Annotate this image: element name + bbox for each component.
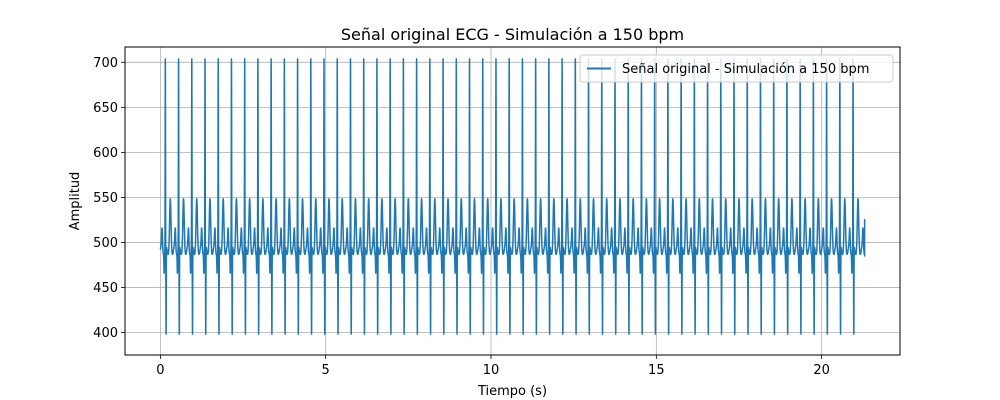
legend-label: Señal original - Simulación a 150 bpm: [622, 62, 869, 77]
y-tick-label: 400: [93, 326, 118, 341]
y-tick-label: 650: [93, 101, 118, 116]
y-axis-label: Amplitud: [68, 172, 83, 231]
plot-frame: [124, 46, 901, 356]
y-tick-label: 700: [93, 56, 118, 71]
x-tick-label: 10: [483, 363, 500, 378]
y-tick-label: 450: [93, 281, 118, 296]
y-axis-ticks: 400 450 500 550 600 650 700: [93, 56, 125, 341]
y-tick-label: 500: [93, 236, 118, 251]
y-tick-label: 600: [93, 146, 118, 161]
x-tick-label: 20: [813, 363, 830, 378]
chart-title: Señal original ECG - Simulación a 150 bp…: [341, 25, 684, 44]
y-tick-label: 550: [93, 191, 118, 206]
x-tick-label: 15: [648, 363, 665, 378]
legend: Señal original - Simulación a 150 bpm: [579, 54, 894, 83]
x-tick-label: 5: [322, 363, 330, 378]
x-axis-label: Tiempo (s): [477, 384, 547, 399]
x-tick-label: 0: [156, 363, 164, 378]
x-axis-ticks: 0 5 10 15 20: [156, 355, 830, 378]
legend-box: [579, 54, 894, 83]
